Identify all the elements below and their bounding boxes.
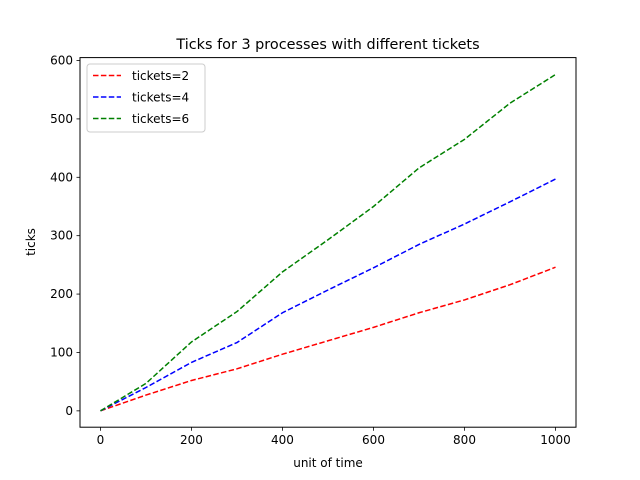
y-tick-label: 0 bbox=[65, 404, 73, 418]
y-tick-label: 400 bbox=[50, 170, 73, 184]
y-tick-label: 500 bbox=[50, 112, 73, 126]
y-tick-label: 300 bbox=[50, 229, 73, 243]
y-tick-label: 600 bbox=[50, 54, 73, 68]
legend-label: tickets=4 bbox=[132, 91, 189, 105]
plot-frame bbox=[79, 57, 577, 428]
x-tick-label: 200 bbox=[180, 433, 203, 447]
x-axis-ticks: 0 200 400 600 800 1000 bbox=[97, 427, 571, 447]
x-tick-label: 800 bbox=[453, 433, 476, 447]
x-tick-label: 1000 bbox=[540, 433, 571, 447]
chart-title: Ticks for 3 processes with different tic… bbox=[175, 37, 479, 53]
y-axis-label: ticks bbox=[24, 228, 38, 256]
y-tick-label: 100 bbox=[50, 345, 73, 359]
plot-lines bbox=[100, 73, 556, 412]
legend-label: tickets=6 bbox=[132, 112, 189, 126]
legend: tickets=2 tickets=4 tickets=6 bbox=[86, 63, 206, 133]
x-axis-label: unit of time bbox=[293, 456, 363, 470]
y-tick-label: 200 bbox=[50, 287, 73, 301]
series-line-1 bbox=[100, 266, 556, 412]
x-tick-label: 0 bbox=[97, 433, 105, 447]
legend-box bbox=[86, 63, 206, 133]
x-tick-label: 600 bbox=[362, 433, 385, 447]
y-axis-ticks: 0 100 200 300 400 500 600 bbox=[50, 54, 80, 418]
series-line-2 bbox=[100, 178, 556, 412]
legend-label: tickets=2 bbox=[132, 69, 189, 83]
x-tick-label: 400 bbox=[271, 433, 294, 447]
series-line-3 bbox=[100, 73, 556, 412]
